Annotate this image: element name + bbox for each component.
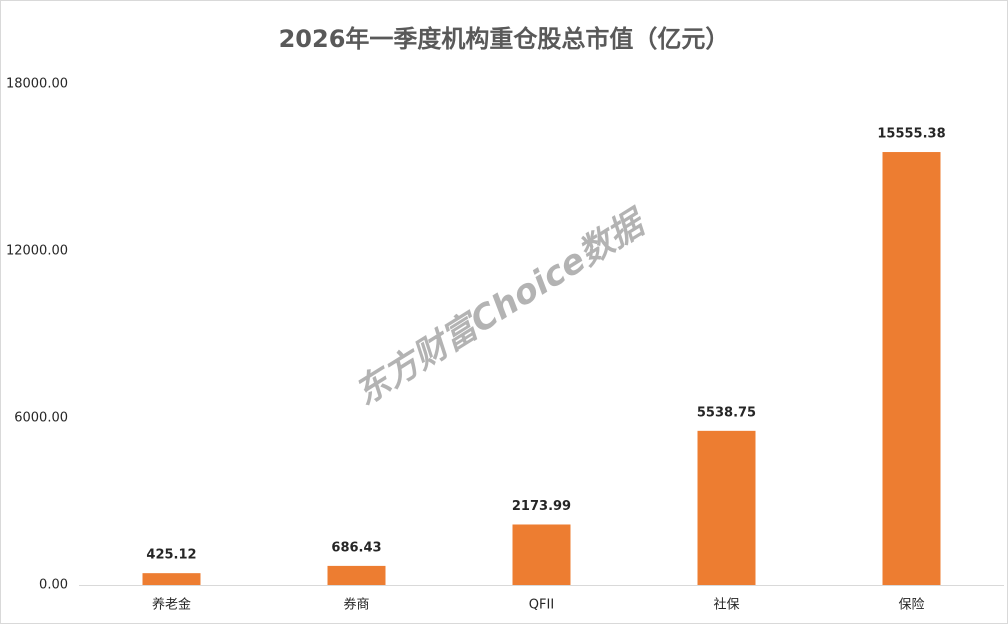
value-label: 686.43 xyxy=(331,540,381,555)
y-tick-label: 6000.00 xyxy=(14,411,68,426)
x-tick-label: 社保 xyxy=(713,597,739,613)
value-label: 425.12 xyxy=(146,548,196,563)
y-tick-label: 12000.00 xyxy=(6,244,68,259)
bar xyxy=(327,565,386,585)
y-tick-label: 18000.00 xyxy=(6,77,68,92)
bar xyxy=(142,573,201,585)
value-label: 5538.75 xyxy=(697,405,756,420)
bar xyxy=(697,430,756,585)
value-label: 2173.99 xyxy=(512,499,571,514)
x-tick-label: QFII xyxy=(529,598,554,613)
x-tick-label: 保险 xyxy=(898,598,924,613)
bar xyxy=(512,524,571,585)
x-tick-label: 券商 xyxy=(343,597,369,613)
chart-title: 2026年一季度机构重仓股总市值（亿元） xyxy=(279,25,730,53)
value-label: 15555.38 xyxy=(877,127,945,142)
bar xyxy=(882,152,941,585)
x-tick-label: 养老金 xyxy=(152,597,191,613)
y-tick-label: 0.00 xyxy=(39,578,68,593)
